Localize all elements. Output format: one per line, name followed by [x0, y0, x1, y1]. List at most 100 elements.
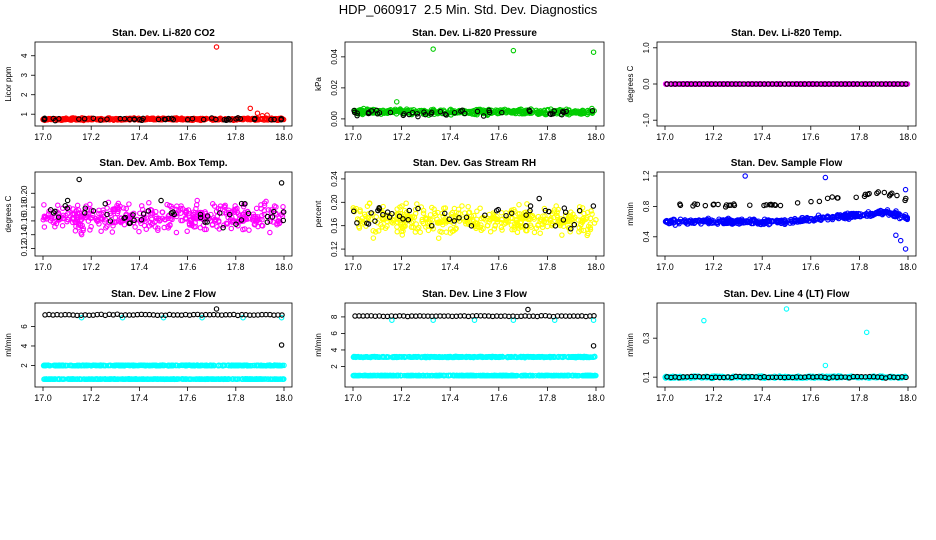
- data-point: [178, 205, 184, 212]
- data-point: [117, 363, 123, 369]
- data-point: [98, 117, 104, 123]
- data-point: [427, 212, 434, 218]
- data-point: [43, 362, 50, 369]
- data-point: [203, 226, 209, 233]
- data-point: [197, 214, 204, 221]
- data-point: [368, 210, 374, 216]
- data-point: [428, 109, 435, 116]
- data-point: [504, 354, 511, 361]
- y-tick-label: 0.1: [642, 371, 651, 383]
- x-tick-label: 17.6: [802, 393, 820, 403]
- data-point: [372, 218, 378, 224]
- data-point: [173, 229, 180, 236]
- data-point: [742, 173, 748, 179]
- x-tick-label: 18.0: [899, 132, 917, 142]
- y-tick-label: 0.04: [330, 49, 339, 65]
- data-point: [725, 218, 732, 225]
- data-point: [488, 372, 494, 379]
- x-tick-label: 18.0: [275, 262, 293, 272]
- data-point: [551, 353, 557, 360]
- data-point: [133, 376, 140, 382]
- data-point: [374, 111, 381, 117]
- data-point: [392, 108, 398, 114]
- data-point: [259, 216, 265, 223]
- x-tick-label: 17.4: [753, 132, 771, 142]
- data-point: [894, 212, 900, 219]
- data-point: [52, 376, 59, 382]
- data-point: [458, 108, 464, 114]
- data-point: [181, 116, 187, 122]
- chart-title: Stan. Dev. Gas Stream RH: [413, 158, 536, 169]
- data-point: [685, 219, 692, 225]
- data-point: [886, 212, 892, 218]
- data-point: [451, 205, 458, 212]
- data-point: [46, 376, 53, 383]
- data-point: [794, 200, 801, 206]
- data-point: [538, 372, 544, 379]
- data-point: [397, 210, 404, 217]
- data-point: [179, 376, 186, 382]
- data-point: [424, 220, 431, 227]
- data-point: [731, 202, 738, 209]
- data-point: [804, 216, 811, 222]
- data-point: [183, 216, 190, 222]
- data-point: [198, 376, 204, 382]
- data-point: [590, 343, 597, 349]
- data-point: [422, 111, 429, 118]
- data-point: [725, 215, 732, 222]
- data-point: [279, 312, 285, 318]
- x-tick-label: 17.0: [656, 132, 674, 142]
- data-point: [102, 362, 108, 369]
- data-point: [143, 215, 150, 221]
- data-point: [427, 354, 433, 361]
- data-point: [439, 229, 445, 235]
- data-point: [205, 216, 212, 222]
- data-point: [104, 205, 110, 211]
- data-point: [202, 219, 208, 225]
- y-tick-label: 0.3: [642, 332, 651, 344]
- data-point: [199, 314, 205, 321]
- data-point: [394, 206, 400, 212]
- data-point: [590, 354, 596, 360]
- data-point: [365, 109, 372, 116]
- data-point: [248, 362, 254, 369]
- data-point: [810, 216, 817, 223]
- data-point: [492, 223, 498, 229]
- y-axis-label: ml/min: [626, 333, 635, 357]
- data-point: [107, 218, 114, 224]
- data-point: [496, 110, 502, 117]
- plot-frame: [344, 171, 605, 257]
- chart-title: Stan. Dev. Sample Flow: [731, 158, 843, 169]
- data-point: [572, 109, 579, 115]
- data-series: [351, 46, 597, 118]
- data-point: [95, 362, 102, 369]
- x-tick-label: 18.0: [587, 393, 605, 403]
- data-point: [480, 107, 487, 114]
- data-point: [761, 202, 767, 209]
- data-point: [462, 110, 468, 117]
- data-point: [436, 110, 442, 116]
- data-point: [104, 211, 110, 218]
- y-tick-label: 4: [330, 347, 339, 352]
- data-point: [478, 227, 485, 234]
- data-point: [494, 372, 501, 379]
- data-point: [49, 116, 56, 123]
- data-point: [258, 205, 264, 212]
- data-point: [123, 205, 129, 212]
- x-tick-label: 17.8: [851, 132, 869, 142]
- data-point: [246, 227, 252, 233]
- data-point: [536, 354, 543, 360]
- data-point: [770, 218, 776, 225]
- data-series: [350, 200, 599, 241]
- data-point: [593, 217, 599, 223]
- y-tick-label: 1: [20, 111, 29, 116]
- data-point: [487, 228, 494, 235]
- data-point: [536, 195, 542, 202]
- data-point: [171, 211, 177, 218]
- data-point: [220, 224, 226, 231]
- data-point: [228, 225, 235, 232]
- data-point: [200, 116, 207, 123]
- data-point: [456, 215, 462, 221]
- data-point: [165, 115, 172, 122]
